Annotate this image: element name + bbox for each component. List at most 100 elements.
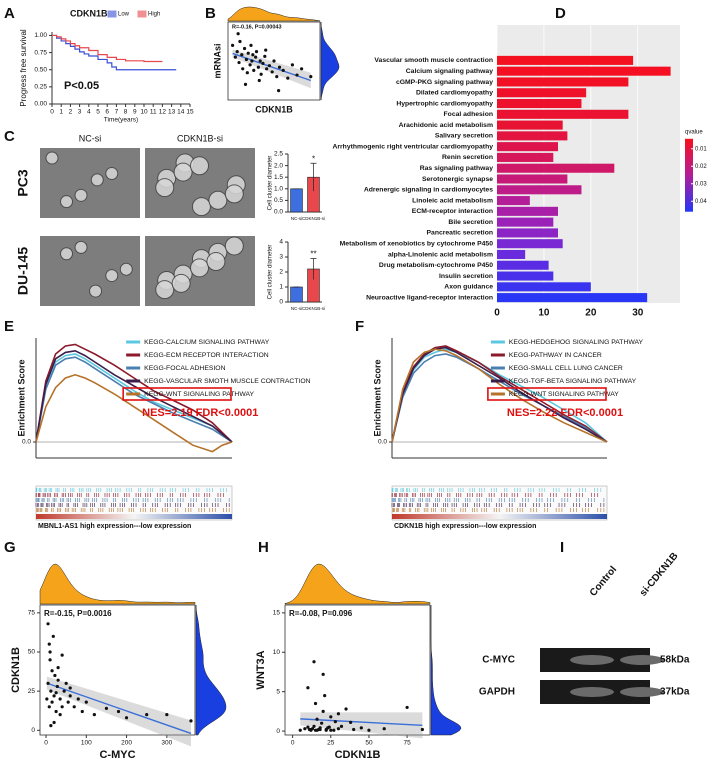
x-tick-label: NC-si — [291, 306, 302, 311]
point — [324, 728, 328, 732]
colorbar-segment — [685, 177, 693, 181]
cell-cluster — [105, 269, 119, 283]
row-label: C-MYC — [482, 655, 515, 666]
category-label: alpha-Linolenic acid metabolism — [388, 251, 493, 258]
marginal-density-x — [284, 563, 431, 605]
y-axis-label: mRNAsi — [212, 43, 222, 78]
point — [267, 64, 271, 68]
point — [49, 689, 53, 693]
category-label: Serotonergic synapse — [422, 176, 493, 183]
cell-cluster — [191, 197, 211, 217]
colorbar-segment — [685, 162, 693, 166]
point — [251, 53, 255, 57]
fit-line — [232, 52, 312, 82]
point — [333, 720, 337, 724]
colorbar-segment — [685, 175, 693, 178]
y-tick-label: 0.0 — [22, 439, 31, 446]
y-tick-label: 0 — [31, 727, 35, 734]
significance: * — [312, 154, 315, 163]
y-axis-label: Enrichment Score — [16, 359, 26, 436]
category-label: cGMP-PKG signaling pathway — [396, 79, 493, 86]
category-label: Dilated cardiomyopathy — [416, 90, 493, 97]
legend-label: KEGG-ECM RECEPTOR INTERACTION — [144, 352, 269, 359]
point — [300, 67, 304, 71]
point — [248, 63, 252, 67]
y-tick-label: 15 — [273, 610, 281, 617]
x-tick-label: CDKN1B-si — [302, 216, 325, 221]
category-label: Drug metabolism-cytochrome P450 — [379, 262, 493, 269]
point — [250, 59, 254, 63]
x-tick-label: 6 — [105, 109, 109, 116]
fit-line — [46, 682, 192, 735]
legend-swatch — [137, 10, 147, 18]
point — [62, 689, 66, 693]
annotation: P<0.05 — [64, 80, 99, 92]
x-tick-label: 0 — [291, 740, 295, 747]
point — [309, 75, 313, 79]
marginal-density-y — [195, 604, 227, 736]
point — [367, 728, 371, 732]
cell-cluster — [105, 166, 119, 180]
point — [68, 694, 72, 698]
bar — [290, 188, 303, 213]
colorbar-segment — [685, 194, 693, 198]
fit-band — [300, 712, 423, 739]
x-tick-label: 3 — [78, 109, 82, 116]
point — [243, 82, 248, 86]
point — [310, 727, 315, 731]
marginal-density-x — [227, 6, 321, 22]
category-label: Bile secretion — [448, 219, 493, 226]
row-label: PC3 — [15, 169, 31, 196]
point — [245, 71, 249, 75]
point — [303, 727, 307, 731]
point — [332, 728, 336, 732]
y-tick-label: 4 — [279, 239, 283, 246]
point — [315, 717, 319, 721]
point — [270, 70, 274, 74]
point — [49, 724, 53, 728]
point — [352, 727, 356, 732]
category-label: Pancreatic secretion — [427, 230, 494, 237]
x-axis-label: C-MYC — [99, 749, 135, 761]
bar — [497, 131, 568, 141]
point — [315, 728, 319, 732]
point — [275, 75, 279, 79]
legend-label: KEGG-WNT SIGNALING PATHWAY — [509, 391, 619, 398]
significance: ** — [310, 250, 316, 259]
y-tick-label: 0.5 — [274, 197, 283, 204]
colorbar-segment — [685, 191, 693, 195]
point — [58, 713, 62, 717]
legend-title: CDKN1B — [70, 8, 108, 18]
series-line — [35, 356, 233, 443]
x-tick-label: NC-si — [291, 216, 302, 221]
series-line — [52, 34, 163, 63]
point — [50, 669, 54, 673]
point — [259, 72, 263, 76]
colorbar-segment — [685, 179, 693, 183]
colorbar-tick-label: 0.04 — [695, 199, 707, 205]
y-tick-label: 0.0 — [274, 209, 283, 216]
bar — [497, 88, 587, 98]
bar — [497, 174, 568, 184]
point — [231, 43, 235, 48]
point — [116, 709, 121, 714]
legend-label: KEGG-WNT SIGNALING PATHWAY — [144, 391, 254, 398]
y-tick-label: 50 — [28, 649, 36, 656]
point — [46, 681, 50, 685]
point — [58, 697, 62, 701]
point — [48, 658, 52, 662]
bar — [497, 98, 582, 109]
colorbar-segment — [685, 160, 693, 164]
x-axis-label: MBNL1-AS1 high expression---low expressi… — [38, 523, 191, 530]
colorbar-segment — [685, 153, 693, 157]
x-tick-label: 50 — [365, 740, 373, 747]
legend-label: KEGG-VASCULAR SMOTH MUSCLE CONTRACTION — [144, 378, 311, 385]
point — [290, 63, 294, 67]
point — [336, 712, 341, 716]
cell-cluster — [155, 280, 175, 300]
point — [47, 705, 51, 709]
point — [52, 720, 56, 725]
category-label: Adrenergic signaling in cardiomyocytes — [364, 187, 493, 194]
colorbar-segment — [685, 208, 693, 212]
bar — [497, 228, 558, 238]
